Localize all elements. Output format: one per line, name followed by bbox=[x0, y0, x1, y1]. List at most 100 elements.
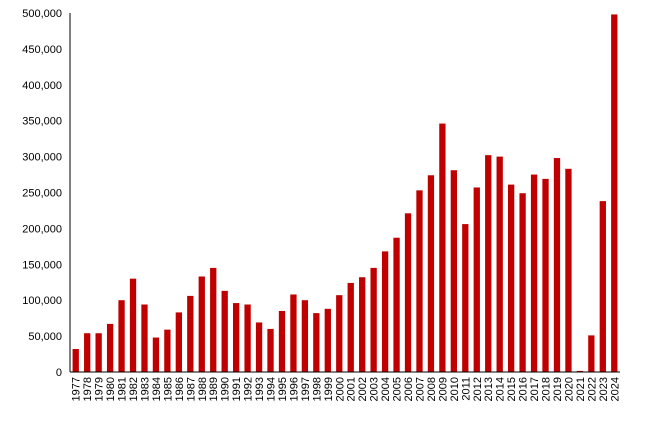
x-tick-label: 1993 bbox=[254, 377, 266, 401]
bar-1985 bbox=[164, 329, 171, 372]
axes bbox=[69, 13, 620, 373]
x-tick-label: 2001 bbox=[346, 377, 358, 401]
bar-1988 bbox=[198, 276, 205, 372]
bar-1997 bbox=[301, 300, 309, 372]
bar-2000 bbox=[336, 295, 343, 372]
bar-2005 bbox=[393, 237, 400, 372]
bar-series bbox=[72, 14, 618, 372]
bar-2012 bbox=[473, 187, 480, 372]
bar-2017 bbox=[530, 174, 538, 372]
bar-2021 bbox=[576, 370, 584, 372]
bar-2020 bbox=[565, 168, 572, 372]
x-tick-label: 1984 bbox=[151, 377, 163, 401]
x-tick-label: 1996 bbox=[288, 377, 300, 401]
x-tick-label: 2021 bbox=[575, 377, 587, 401]
y-tick-label: 400,000 bbox=[22, 80, 62, 92]
bar-2003 bbox=[370, 267, 377, 372]
bar-1984 bbox=[152, 337, 160, 372]
bar-2013 bbox=[485, 155, 492, 372]
x-tick-label: 1978 bbox=[82, 377, 94, 401]
x-tick-label: 1981 bbox=[117, 377, 129, 401]
bar-1981 bbox=[118, 300, 125, 372]
bar-1977 bbox=[72, 349, 79, 372]
x-tick-label: 2013 bbox=[483, 377, 495, 401]
x-tick-label: 1994 bbox=[266, 377, 278, 401]
bar-2024 bbox=[611, 14, 618, 372]
x-tick-label: 1985 bbox=[162, 377, 174, 401]
x-tick-label: 1983 bbox=[139, 377, 151, 401]
x-tick-label: 2020 bbox=[563, 377, 575, 401]
x-tick-label: 2022 bbox=[586, 377, 598, 401]
bar-1987 bbox=[187, 295, 194, 372]
bar-1980 bbox=[106, 323, 114, 372]
x-tick-label: 2014 bbox=[495, 377, 507, 401]
bar-2004 bbox=[381, 251, 389, 372]
x-tick-label: 2003 bbox=[369, 377, 381, 401]
x-tick-label: 1988 bbox=[197, 377, 209, 401]
x-tick-label: 2017 bbox=[529, 377, 541, 401]
x-axis-ticks: 1977 1978 1979 1980 1981 1982 1983 1984 1985 1986… bbox=[71, 377, 622, 401]
x-tick-label: 2005 bbox=[392, 377, 404, 401]
bar-2023 bbox=[599, 201, 606, 372]
x-tick-label: 1979 bbox=[94, 377, 106, 401]
y-tick-label: 300,000 bbox=[22, 152, 62, 164]
x-tick-label: 1991 bbox=[231, 377, 243, 401]
x-tick-label: 2012 bbox=[472, 377, 484, 401]
bar-1994 bbox=[267, 328, 274, 372]
bar-1999 bbox=[324, 308, 331, 372]
x-tick-label: 1990 bbox=[220, 377, 232, 401]
x-tick-label: 2006 bbox=[403, 377, 415, 401]
bar-1992 bbox=[244, 304, 251, 372]
x-tick-label: 1977 bbox=[71, 377, 83, 401]
y-tick-label: 350,000 bbox=[22, 116, 62, 128]
x-tick-label: 2000 bbox=[334, 377, 346, 401]
bar-2019 bbox=[553, 158, 561, 372]
x-tick-label: 2007 bbox=[414, 377, 426, 401]
y-tick-label: 450,000 bbox=[22, 44, 62, 56]
bar-1991 bbox=[232, 303, 240, 372]
bar-2016 bbox=[519, 193, 526, 372]
x-tick-label: 2002 bbox=[357, 377, 369, 401]
x-tick-label: 2004 bbox=[380, 377, 392, 401]
bar-2001 bbox=[347, 282, 354, 372]
bar-2006 bbox=[404, 213, 412, 372]
bar-1978 bbox=[84, 333, 91, 372]
bar-1990 bbox=[221, 290, 228, 372]
bar-2009 bbox=[439, 123, 446, 372]
bar-1986 bbox=[175, 312, 182, 372]
y-tick-label: 250,000 bbox=[22, 188, 62, 200]
y-tick-label: 100,000 bbox=[22, 295, 62, 307]
x-tick-label: 2019 bbox=[552, 377, 564, 401]
x-tick-label: 1998 bbox=[311, 377, 323, 401]
x-tick-label: 2024 bbox=[609, 377, 621, 401]
x-tick-label: 1992 bbox=[243, 377, 255, 401]
x-tick-label: 1987 bbox=[185, 377, 197, 401]
x-tick-label: 2010 bbox=[449, 377, 461, 401]
x-tick-label: 2009 bbox=[437, 377, 449, 401]
x-tick-label: 1986 bbox=[174, 377, 186, 401]
x-tick-label: 2008 bbox=[426, 377, 438, 401]
y-tick-label: 0 bbox=[56, 367, 62, 379]
y-axis-ticks: 0 50,000 100,000 150,000 200,000 250,000 300,0… bbox=[22, 8, 62, 379]
bar-2014 bbox=[496, 156, 503, 372]
x-tick-label: 1997 bbox=[300, 377, 312, 401]
x-tick-label: 2011 bbox=[460, 377, 472, 401]
bar-1979 bbox=[95, 333, 102, 372]
x-tick-label: 2018 bbox=[541, 377, 553, 401]
y-tick-label: 200,000 bbox=[22, 223, 62, 235]
x-tick-label: 1995 bbox=[277, 377, 289, 401]
bar-2008 bbox=[427, 175, 435, 372]
bar-2015 bbox=[507, 184, 515, 372]
bar-2018 bbox=[542, 178, 549, 372]
y-tick-label: 50,000 bbox=[28, 331, 62, 343]
x-tick-label: 2016 bbox=[518, 377, 530, 401]
bar-2002 bbox=[359, 277, 366, 372]
bar-2022 bbox=[588, 335, 595, 372]
bar-1982 bbox=[129, 278, 137, 372]
bar-2007 bbox=[416, 190, 423, 372]
x-tick-label: 2015 bbox=[506, 377, 518, 401]
x-tick-label: 1999 bbox=[323, 377, 335, 401]
bar-1993 bbox=[255, 322, 263, 372]
bar-1983 bbox=[141, 304, 148, 372]
